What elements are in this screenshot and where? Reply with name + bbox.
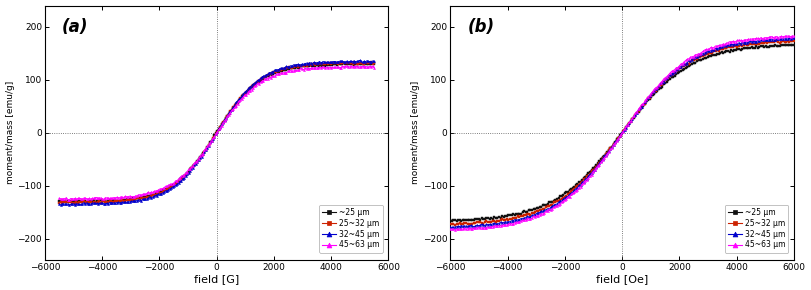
- Text: (b): (b): [467, 18, 495, 36]
- Y-axis label: moment/mass [emu/g]: moment/mass [emu/g]: [411, 81, 420, 184]
- X-axis label: field [G]: field [G]: [194, 274, 239, 284]
- Y-axis label: moment/mass [emu/g]: moment/mass [emu/g]: [6, 81, 15, 184]
- Text: (a): (a): [62, 18, 88, 36]
- X-axis label: field [Oe]: field [Oe]: [596, 274, 648, 284]
- Legend: ~25 μm, 25~32 μm, 32~45 μm, 45~63 μm: ~25 μm, 25~32 μm, 32~45 μm, 45~63 μm: [320, 205, 383, 253]
- Legend: ~25 μm, 25~32 μm, 32~45 μm, 45~63 μm: ~25 μm, 25~32 μm, 32~45 μm, 45~63 μm: [725, 205, 788, 253]
